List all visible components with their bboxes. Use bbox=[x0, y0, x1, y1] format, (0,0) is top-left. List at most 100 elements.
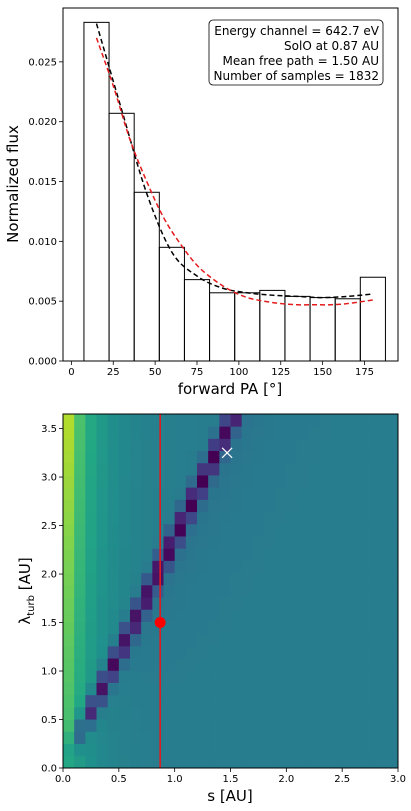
heatmap-cell bbox=[230, 621, 243, 635]
heatmap-cell bbox=[74, 487, 86, 500]
heatmap-cell bbox=[275, 682, 287, 696]
y-tick-label: 0.005 bbox=[28, 297, 57, 308]
heatmap-cell bbox=[219, 633, 231, 647]
heatmap-cell bbox=[185, 572, 198, 586]
y-tick-label: 0.015 bbox=[28, 177, 57, 188]
heatmap-cell bbox=[252, 621, 265, 635]
heatmap-cell bbox=[286, 560, 298, 574]
heatmap-cell bbox=[197, 523, 209, 537]
heatmap-cell bbox=[264, 731, 276, 744]
heatmap-cell bbox=[331, 621, 343, 635]
heatmap-cell bbox=[63, 743, 75, 757]
heatmap-cell bbox=[252, 658, 265, 671]
heatmap-cell bbox=[219, 462, 231, 476]
heatmap-cell bbox=[85, 645, 97, 659]
heatmap-cell bbox=[331, 719, 343, 732]
heatmap-cell bbox=[319, 633, 332, 647]
heatmap-cell bbox=[163, 414, 176, 427]
heatmap-cell bbox=[264, 414, 276, 427]
heatmap-cell bbox=[107, 706, 120, 720]
heatmap-cell bbox=[197, 462, 209, 476]
heatmap-cells bbox=[63, 414, 399, 769]
heatmap-cell bbox=[141, 658, 153, 671]
heatmap-cell bbox=[185, 731, 198, 744]
heatmap-cell bbox=[286, 731, 298, 744]
heatmap-cell bbox=[275, 523, 287, 537]
heatmap-cell bbox=[331, 633, 343, 647]
heatmap-cell bbox=[275, 536, 287, 549]
heatmap-cell bbox=[163, 462, 176, 476]
heatmap-cell bbox=[319, 414, 332, 427]
heatmap-cell bbox=[185, 706, 198, 720]
heatmap-cell bbox=[364, 450, 377, 464]
heatmap-cell bbox=[286, 414, 298, 427]
heatmap-cell bbox=[308, 523, 321, 537]
heatmap-cell bbox=[331, 694, 343, 708]
heatmap-cell bbox=[185, 694, 198, 708]
heatmap-cell bbox=[319, 523, 332, 537]
heatmap-cell bbox=[63, 548, 75, 561]
heatmap-cell bbox=[331, 450, 343, 464]
heatmap-cell bbox=[308, 670, 321, 683]
heatmap-cell bbox=[286, 597, 298, 610]
heatmap-cell bbox=[252, 633, 265, 647]
heatmap-cell bbox=[197, 706, 209, 720]
heatmap-cell bbox=[197, 755, 209, 769]
heatmap-cell bbox=[308, 536, 321, 549]
heatmap-cell bbox=[230, 743, 243, 757]
heatmap-cell bbox=[264, 597, 276, 610]
histogram-plot: 0 25 50 75 100 125 150 175 0.000 0.005 0.010 0.015… bbox=[4, 7, 399, 398]
heatmap-cell bbox=[241, 511, 254, 525]
heatmap-cell bbox=[230, 475, 243, 488]
heatmap-cell bbox=[163, 475, 176, 488]
heatmap-cell bbox=[219, 719, 231, 732]
heatmap-cell bbox=[96, 475, 109, 488]
heatmap-cell bbox=[386, 426, 399, 439]
heatmap-cell bbox=[63, 731, 75, 744]
heatmap-cell bbox=[386, 743, 399, 757]
heatmap-cell bbox=[118, 450, 131, 464]
heatmap-cell bbox=[331, 536, 343, 549]
heatmap-cell bbox=[174, 572, 187, 586]
heatmap-cell bbox=[364, 487, 377, 500]
heatmap-cell bbox=[375, 462, 388, 476]
heatmap-cell bbox=[118, 609, 131, 622]
heatmap-cell bbox=[375, 548, 388, 561]
heatmap-cell bbox=[96, 548, 109, 561]
heatmap-cell bbox=[375, 438, 388, 452]
heatmap-cell bbox=[63, 511, 75, 525]
heatmap-cell bbox=[74, 694, 86, 708]
heatmap-cell bbox=[275, 487, 287, 500]
heatmap-cell bbox=[275, 743, 287, 757]
heatmap-cell bbox=[331, 548, 343, 561]
info-line-3: Mean free path = 1.50 AU bbox=[223, 54, 379, 68]
heatmap-cell bbox=[353, 560, 365, 574]
x-tick-label: 1.0 bbox=[167, 774, 183, 785]
heatmap-cell bbox=[275, 414, 287, 427]
heatmap-cell bbox=[342, 670, 354, 683]
heatmap-cell bbox=[286, 645, 298, 659]
heatmap-cell bbox=[74, 633, 86, 647]
heatmap-cell bbox=[130, 499, 142, 513]
heatmap-cell bbox=[364, 499, 377, 513]
heatmap-cell bbox=[241, 694, 254, 708]
heatmap-cell bbox=[130, 633, 142, 647]
heatmap-cell bbox=[163, 743, 176, 757]
histogram-axes-frame bbox=[62, 7, 399, 362]
x-tick-label: 1.5 bbox=[223, 774, 239, 785]
heatmap-cell bbox=[308, 426, 321, 439]
y-tick-label: 0.025 bbox=[28, 57, 57, 68]
heatmap-cell bbox=[174, 633, 187, 647]
heatmap-cell bbox=[96, 694, 109, 708]
heatmap-cell bbox=[163, 755, 176, 769]
heatmap-cell bbox=[319, 450, 332, 464]
heatmap-cell bbox=[286, 621, 298, 635]
heatmap-cell bbox=[152, 731, 164, 744]
heatmap-cell bbox=[342, 658, 354, 671]
heatmap-cell bbox=[208, 609, 220, 622]
heatmap-cell bbox=[364, 523, 377, 537]
heatmap-cell bbox=[353, 755, 365, 769]
heatmap-cell bbox=[319, 572, 332, 586]
heatmap-cell bbox=[118, 584, 131, 598]
heatmap-cell bbox=[174, 743, 187, 757]
